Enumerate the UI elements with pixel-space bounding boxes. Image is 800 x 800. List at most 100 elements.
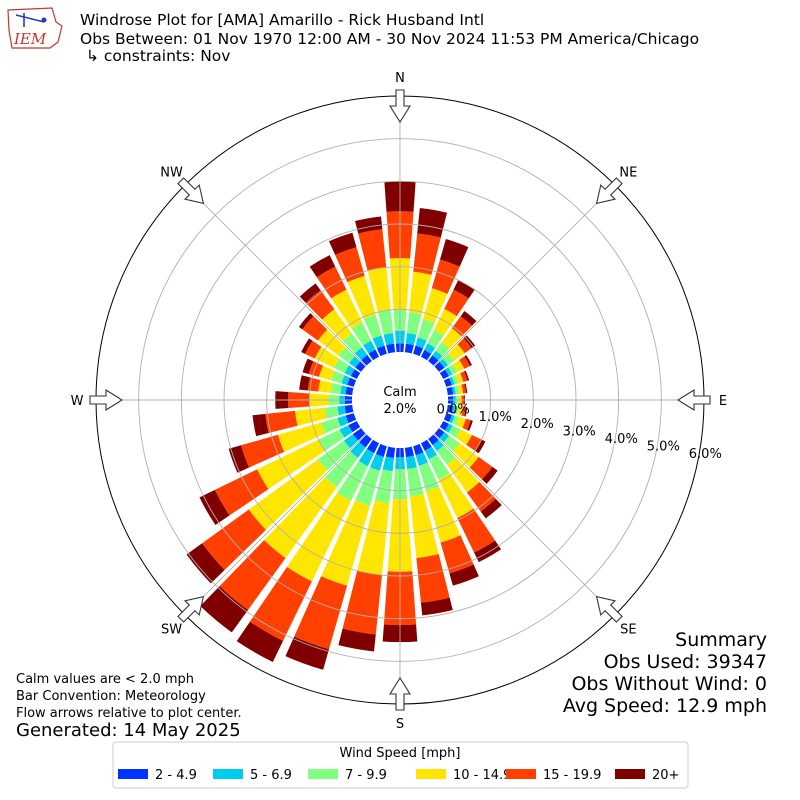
wind-bar-segment <box>322 309 352 342</box>
note-bar-convention: Bar Convention: Meteorology <box>16 689 206 704</box>
wind-bar-segment <box>453 280 475 299</box>
wind-bar-segment <box>359 434 372 448</box>
wind-bar-segment <box>415 337 427 349</box>
wind-bar-segment <box>349 356 361 368</box>
legend-swatch <box>213 769 243 779</box>
wind-bar-segment <box>405 455 417 469</box>
logo-dot-icon <box>41 17 47 23</box>
wind-bar-segment <box>452 359 465 373</box>
wind-bar-segment <box>361 354 372 366</box>
wind-bar-segment <box>464 370 470 381</box>
wind-bar-segment <box>355 361 366 372</box>
logo-text: IEM <box>13 30 47 48</box>
flow-arrow-icon <box>676 389 711 411</box>
wind-bar-segment <box>449 564 479 586</box>
wind-bar-segment <box>386 343 396 354</box>
wind-bar-segment <box>339 425 353 438</box>
wind-bar-segment <box>460 371 468 382</box>
wind-bar-segment <box>424 343 436 354</box>
summary-heading: Summary <box>675 629 767 651</box>
wind-bar-segment <box>455 429 472 445</box>
wind-bar-segment <box>285 636 329 670</box>
grid-spoke <box>184 433 367 616</box>
wind-bar-segment <box>449 376 455 386</box>
wind-bar-segment <box>342 333 362 354</box>
wind-bar-segment <box>249 566 312 641</box>
wind-bar-segment <box>464 355 472 366</box>
calm-value-label: 2.0% <box>383 402 416 417</box>
wind-bar-segment <box>265 410 298 433</box>
wind-bar-segment <box>199 489 230 525</box>
wind-bar-segment <box>358 448 375 467</box>
wind-bar-segment <box>404 343 414 354</box>
wind-bar-segment <box>318 429 345 451</box>
wind-bar-segment <box>340 385 347 395</box>
flow-arrow-icon <box>389 676 411 711</box>
wind-bar-segment <box>420 349 432 361</box>
summary-avg-speed: Avg Speed: 12.9 mph <box>563 695 767 717</box>
legend-swatch <box>506 769 536 779</box>
wind-bar-segment <box>459 356 471 369</box>
wind-bar-segment <box>343 434 359 449</box>
wind-bar-segment <box>317 329 346 356</box>
wind-bar-segment <box>443 413 452 423</box>
wind-bar-segment <box>341 375 350 385</box>
wind-bar-segment <box>345 386 354 396</box>
wind-bar-segment <box>264 477 337 559</box>
wind-bar-segment <box>337 405 346 416</box>
wind-bar-segment <box>481 466 498 484</box>
wind-bar-segment <box>305 290 335 320</box>
wind-bar-segment <box>460 311 477 326</box>
legend: Wind Speed [mph] 2 - 4.9 5 - 6.9 7 - 9.9 10… <box>112 741 689 789</box>
wind-bar-segment <box>452 443 479 468</box>
wind-bar-segment <box>358 229 387 271</box>
windrose-plot: Calm 2.0% 0.0% 1.0% 2.0% 3.0% 4.0% 5.0% 6.0% N… <box>71 71 728 732</box>
wind-bar-segment <box>348 420 361 433</box>
wind-bar-segment <box>466 481 496 512</box>
wind-bar-segment <box>464 383 468 394</box>
wind-bar-segment <box>228 445 250 473</box>
wind-bar-segment <box>302 316 328 341</box>
wind-bar-segment <box>409 494 439 559</box>
wind-bar-segment <box>376 345 387 357</box>
wind-bar-segment <box>337 460 368 501</box>
note-flow-arrows: Flow arrows relative to plot center. <box>16 706 242 721</box>
wind-bar-segment <box>377 309 394 335</box>
wind-bar-segment <box>441 328 462 349</box>
flow-arrow-icon <box>177 595 205 623</box>
compass-label: S <box>396 717 404 732</box>
windrose-bars <box>186 181 502 670</box>
wind-bar-segment <box>350 442 366 458</box>
wind-bar-segment <box>438 473 474 519</box>
wind-bar-segment <box>461 383 466 394</box>
wind-bar-segment <box>457 338 472 354</box>
wind-bar-segment <box>305 340 322 359</box>
wind-bar-segment <box>457 406 464 416</box>
logo-line-icon <box>15 14 45 23</box>
wind-bar-segment <box>302 358 314 374</box>
wind-bar-segment <box>407 467 424 497</box>
wind-bar-segment <box>409 271 432 315</box>
legend-swatch <box>615 769 645 779</box>
compass-label: NE <box>619 166 637 181</box>
wind-bar-segment <box>415 452 428 466</box>
compass-label: SE <box>620 622 636 637</box>
wind-bar-segment <box>329 232 357 255</box>
legend-title: Wind Speed [mph] <box>340 746 461 761</box>
radial-tick-label: 6.0% <box>689 447 722 462</box>
radial-tick-labels: 0.0% 1.0% 2.0% 3.0% 4.0% 5.0% 6.0% <box>437 402 722 461</box>
wind-bar-segment <box>434 308 457 336</box>
grid-spoke <box>433 433 616 616</box>
wind-bar-segment <box>352 428 366 441</box>
wind-bar-segment <box>372 335 385 349</box>
wind-bar-segment <box>417 207 448 238</box>
wind-bar-segment <box>307 377 321 392</box>
wind-bar-segment <box>324 406 339 419</box>
radial-tick-label: 0.0% <box>437 402 470 417</box>
wind-bar-segment <box>404 446 414 458</box>
flow-arrows <box>89 89 711 711</box>
chart-subtitle: Obs Between: 01 Nov 1970 12:00 AM - 30 N… <box>80 30 699 48</box>
wind-bar-segment <box>333 358 349 374</box>
wind-bar-segment <box>445 367 453 377</box>
